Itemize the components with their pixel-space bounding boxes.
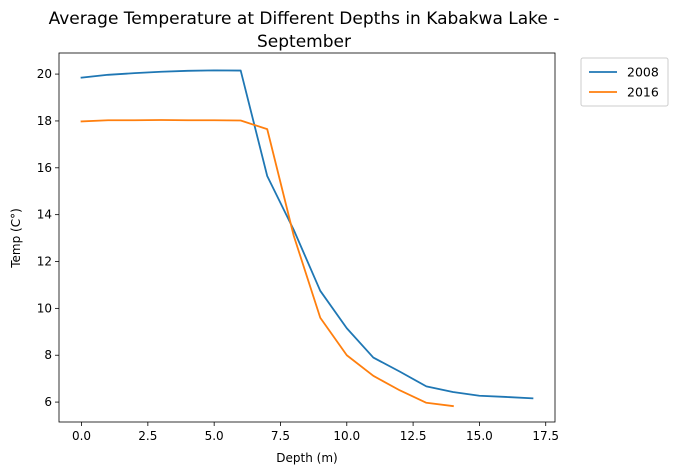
legend-frame [580,57,669,107]
y-tick-label: 18 [37,114,52,128]
x-tick-label: 12.5 [400,429,427,443]
x-tick-label: 10.0 [333,429,360,443]
y-tick-label: 12 [37,255,52,269]
y-axis-label: Temp (C°) [9,208,23,269]
y-tick-label: 6 [44,395,52,409]
legend-label-2008: 2008 [627,65,659,80]
x-tick-label: 15.0 [466,429,493,443]
y-axis: 6 8 10 12 14 16 18 20 [37,67,59,409]
x-tick-label: 7.5 [271,429,290,443]
y-tick-label: 16 [37,161,52,175]
y-tick-label: 8 [44,348,52,362]
chart-title-line2: September [257,32,351,52]
x-axis-label: Depth (m) [276,451,337,465]
x-axis: 0.0 2.5 5.0 7.5 10.0 12.5 15.0 17.5 [72,422,559,443]
y-tick-label: 10 [37,301,52,315]
x-tick-label: 5.0 [205,429,224,443]
legend-label-2016: 2016 [627,85,659,100]
plot-lines [80,69,534,408]
y-tick-label: 14 [37,208,52,222]
x-tick-label: 17.5 [532,429,559,443]
plot-frame [58,52,556,423]
legend: 2008 2016 [580,57,669,107]
x-tick-label: 0.0 [72,429,91,443]
series-line-2016 [80,119,454,408]
x-tick-label: 2.5 [138,429,157,443]
chart-title: Average Temperature at Different Depths … [49,9,560,29]
y-tick-label: 20 [37,67,52,81]
series-line-2008 [80,69,534,400]
